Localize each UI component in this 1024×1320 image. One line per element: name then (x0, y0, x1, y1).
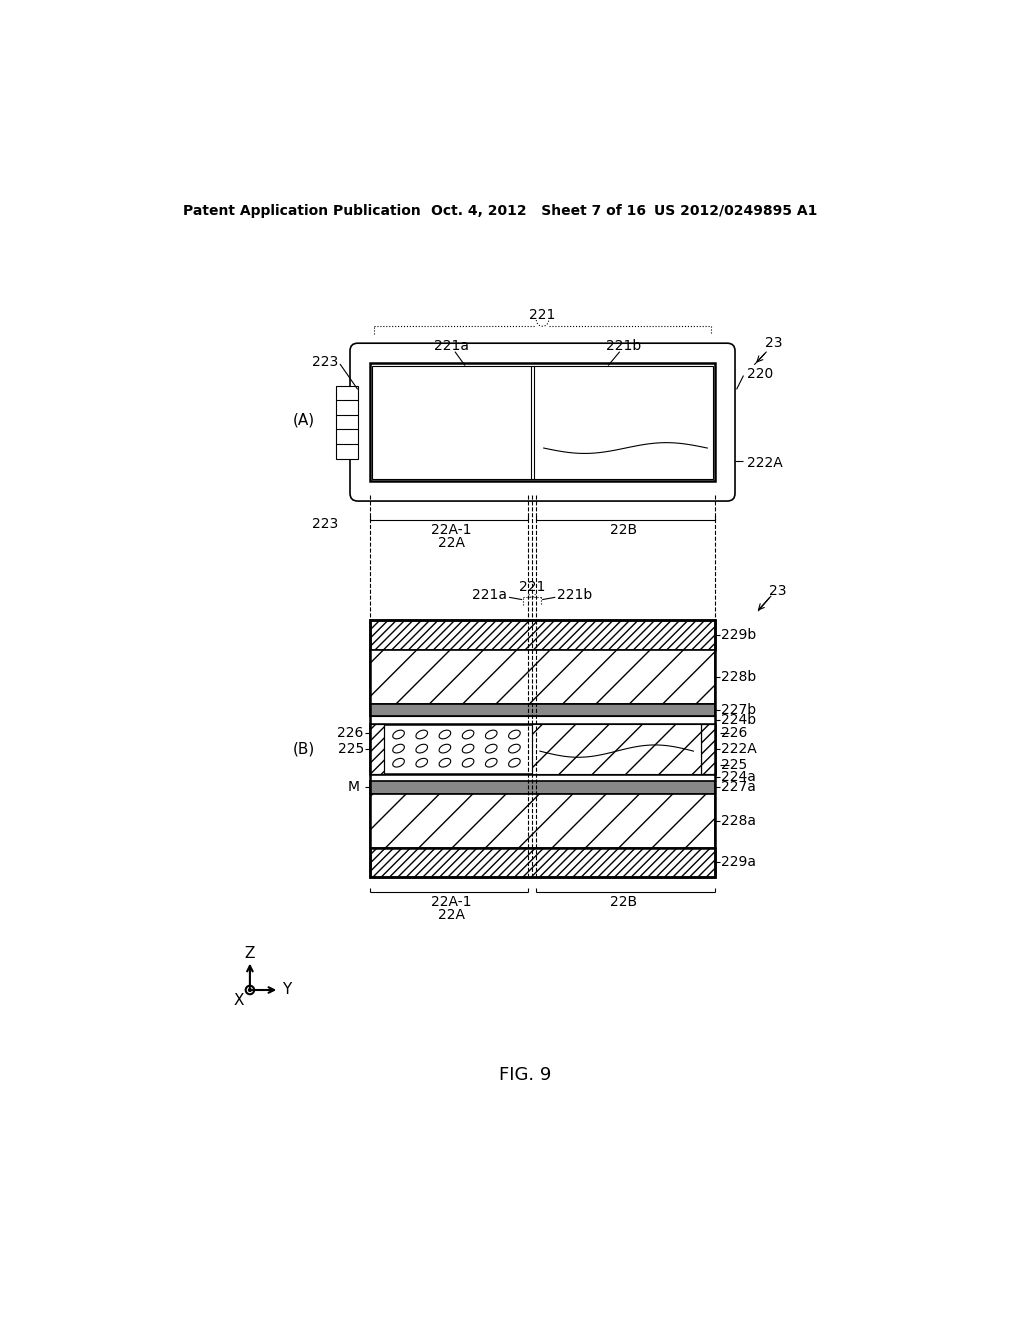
Ellipse shape (393, 730, 404, 739)
Bar (336, 385, 357, 459)
Text: 226: 226 (338, 726, 364, 739)
Text: 221b: 221b (606, 339, 641, 354)
Text: 224a: 224a (721, 771, 756, 784)
Text: 22A: 22A (437, 908, 465, 923)
Bar (370, 847, 715, 876)
Ellipse shape (439, 730, 451, 739)
Bar (370, 781, 715, 793)
Ellipse shape (416, 759, 428, 767)
Bar (370, 793, 715, 847)
Ellipse shape (462, 759, 474, 767)
Text: 22A: 22A (437, 536, 465, 550)
Bar (701, 723, 715, 774)
Text: 227b: 227b (721, 702, 757, 717)
Ellipse shape (416, 730, 428, 739)
Bar (370, 649, 715, 704)
Text: 221: 221 (529, 309, 556, 322)
Text: 221b: 221b (557, 587, 592, 602)
Text: X: X (233, 993, 244, 1008)
Text: 228b: 228b (721, 669, 757, 684)
Ellipse shape (485, 730, 497, 739)
Text: 222A: 222A (746, 455, 782, 470)
Ellipse shape (416, 744, 428, 752)
Ellipse shape (439, 759, 451, 767)
Bar (373, 366, 713, 479)
Bar (370, 723, 715, 774)
Text: 229b: 229b (721, 628, 757, 642)
Text: 22B: 22B (610, 895, 637, 909)
Text: 220: 220 (746, 367, 773, 381)
Text: Z: Z (245, 945, 255, 961)
Text: 222A: 222A (721, 742, 757, 755)
Text: 22A-1: 22A-1 (431, 895, 471, 909)
Text: 225: 225 (721, 758, 748, 772)
Text: M: M (348, 780, 360, 795)
Text: 225: 225 (338, 742, 364, 755)
Ellipse shape (393, 759, 404, 767)
Bar (370, 620, 715, 876)
Bar (370, 774, 715, 781)
Bar (370, 723, 384, 774)
Text: 221a: 221a (472, 587, 507, 602)
Bar (370, 620, 715, 649)
Text: 221: 221 (519, 581, 546, 594)
Ellipse shape (393, 744, 404, 752)
Text: 224b: 224b (721, 713, 757, 727)
Ellipse shape (462, 744, 474, 752)
Bar (370, 704, 715, 715)
Text: 23: 23 (765, 337, 782, 350)
Text: Y: Y (283, 982, 292, 998)
Text: 229a: 229a (721, 855, 756, 869)
Ellipse shape (509, 759, 520, 767)
Text: 221a: 221a (433, 339, 469, 354)
Text: (A): (A) (292, 413, 314, 428)
FancyBboxPatch shape (350, 343, 735, 502)
Text: 223: 223 (312, 355, 339, 370)
Bar (532, 723, 701, 774)
Ellipse shape (509, 744, 520, 752)
Text: Oct. 4, 2012   Sheet 7 of 16: Oct. 4, 2012 Sheet 7 of 16 (431, 203, 646, 218)
Text: US 2012/0249895 A1: US 2012/0249895 A1 (654, 203, 817, 218)
Circle shape (249, 989, 251, 991)
Bar (370, 363, 715, 480)
Text: 228a: 228a (721, 813, 756, 828)
Text: (B): (B) (292, 741, 314, 756)
Bar (532, 723, 701, 774)
Text: 223: 223 (312, 517, 339, 531)
Text: FIG. 9: FIG. 9 (499, 1065, 551, 1084)
Ellipse shape (485, 759, 497, 767)
Ellipse shape (462, 730, 474, 739)
Text: 23: 23 (769, 585, 786, 598)
Ellipse shape (485, 744, 497, 752)
Ellipse shape (439, 744, 451, 752)
Bar (701, 723, 715, 774)
Ellipse shape (509, 730, 520, 739)
Bar (370, 715, 715, 723)
Text: Patent Application Publication: Patent Application Publication (183, 203, 421, 218)
Text: 227a: 227a (721, 780, 756, 795)
Bar (370, 723, 384, 774)
Text: 22B: 22B (610, 523, 637, 537)
Text: 22A-1: 22A-1 (431, 523, 471, 537)
Text: 226: 226 (721, 726, 748, 739)
